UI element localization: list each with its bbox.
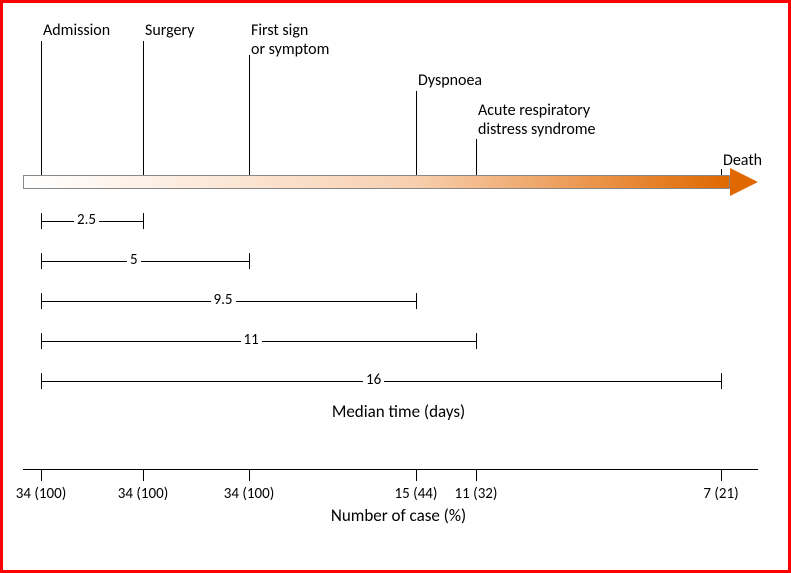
case-axis-line [23,469,758,470]
measure-tick [249,253,250,269]
event-tick-first_sign [249,55,250,175]
measure-tick [41,253,42,269]
case-tick [143,469,144,481]
case-value: 15 (44) [395,485,438,503]
measure-tick [41,213,42,229]
measure-value: 5 [127,251,141,269]
case-value: 34 (100) [16,485,67,503]
case-value: 11 (32) [455,485,498,503]
event-label-ards: Acute respiratorydistress syndrome [478,101,596,139]
event-label-dyspnoea: Dyspnoea [418,71,482,90]
event-label-admission: Admission [43,21,110,40]
case-value: 7 (21) [703,485,738,503]
event-label-surgery: Surgery [145,21,194,40]
measure-value: 2.5 [74,211,99,229]
measure-tick [41,373,42,389]
timeline-diagram: Admission Surgery First signor symptom Dysp… [0,0,791,573]
measure-line [41,261,249,262]
event-tick-admission [41,41,42,175]
measure-tick [476,333,477,349]
case-tick [476,469,477,481]
measure-value: 16 [363,371,384,389]
case-axis-label: Number of case (%) [3,505,791,526]
case-value: 34 (100) [224,485,275,503]
measure-tick [416,293,417,309]
event-tick-surgery [143,41,144,175]
median-time-axis-label: Median time (days) [3,401,791,422]
measure-value: 11 [241,331,262,349]
case-tick [41,469,42,481]
case-value: 34 (100) [118,485,169,503]
measure-value: 9.5 [211,291,236,309]
case-tick [416,469,417,481]
measure-tick [41,333,42,349]
case-tick [721,469,722,481]
event-label-first_sign: First signor symptom [251,21,329,59]
timeline-arrow-body [23,175,730,189]
measure-tick [143,213,144,229]
event-label-death: Death [723,151,762,170]
measure-tick [41,293,42,309]
case-tick [249,469,250,481]
measure-tick [721,373,722,389]
event-tick-ards [476,139,477,175]
event-tick-dyspnoea [416,91,417,175]
event-tick-death [721,169,722,175]
timeline-arrowhead-icon [730,168,758,196]
